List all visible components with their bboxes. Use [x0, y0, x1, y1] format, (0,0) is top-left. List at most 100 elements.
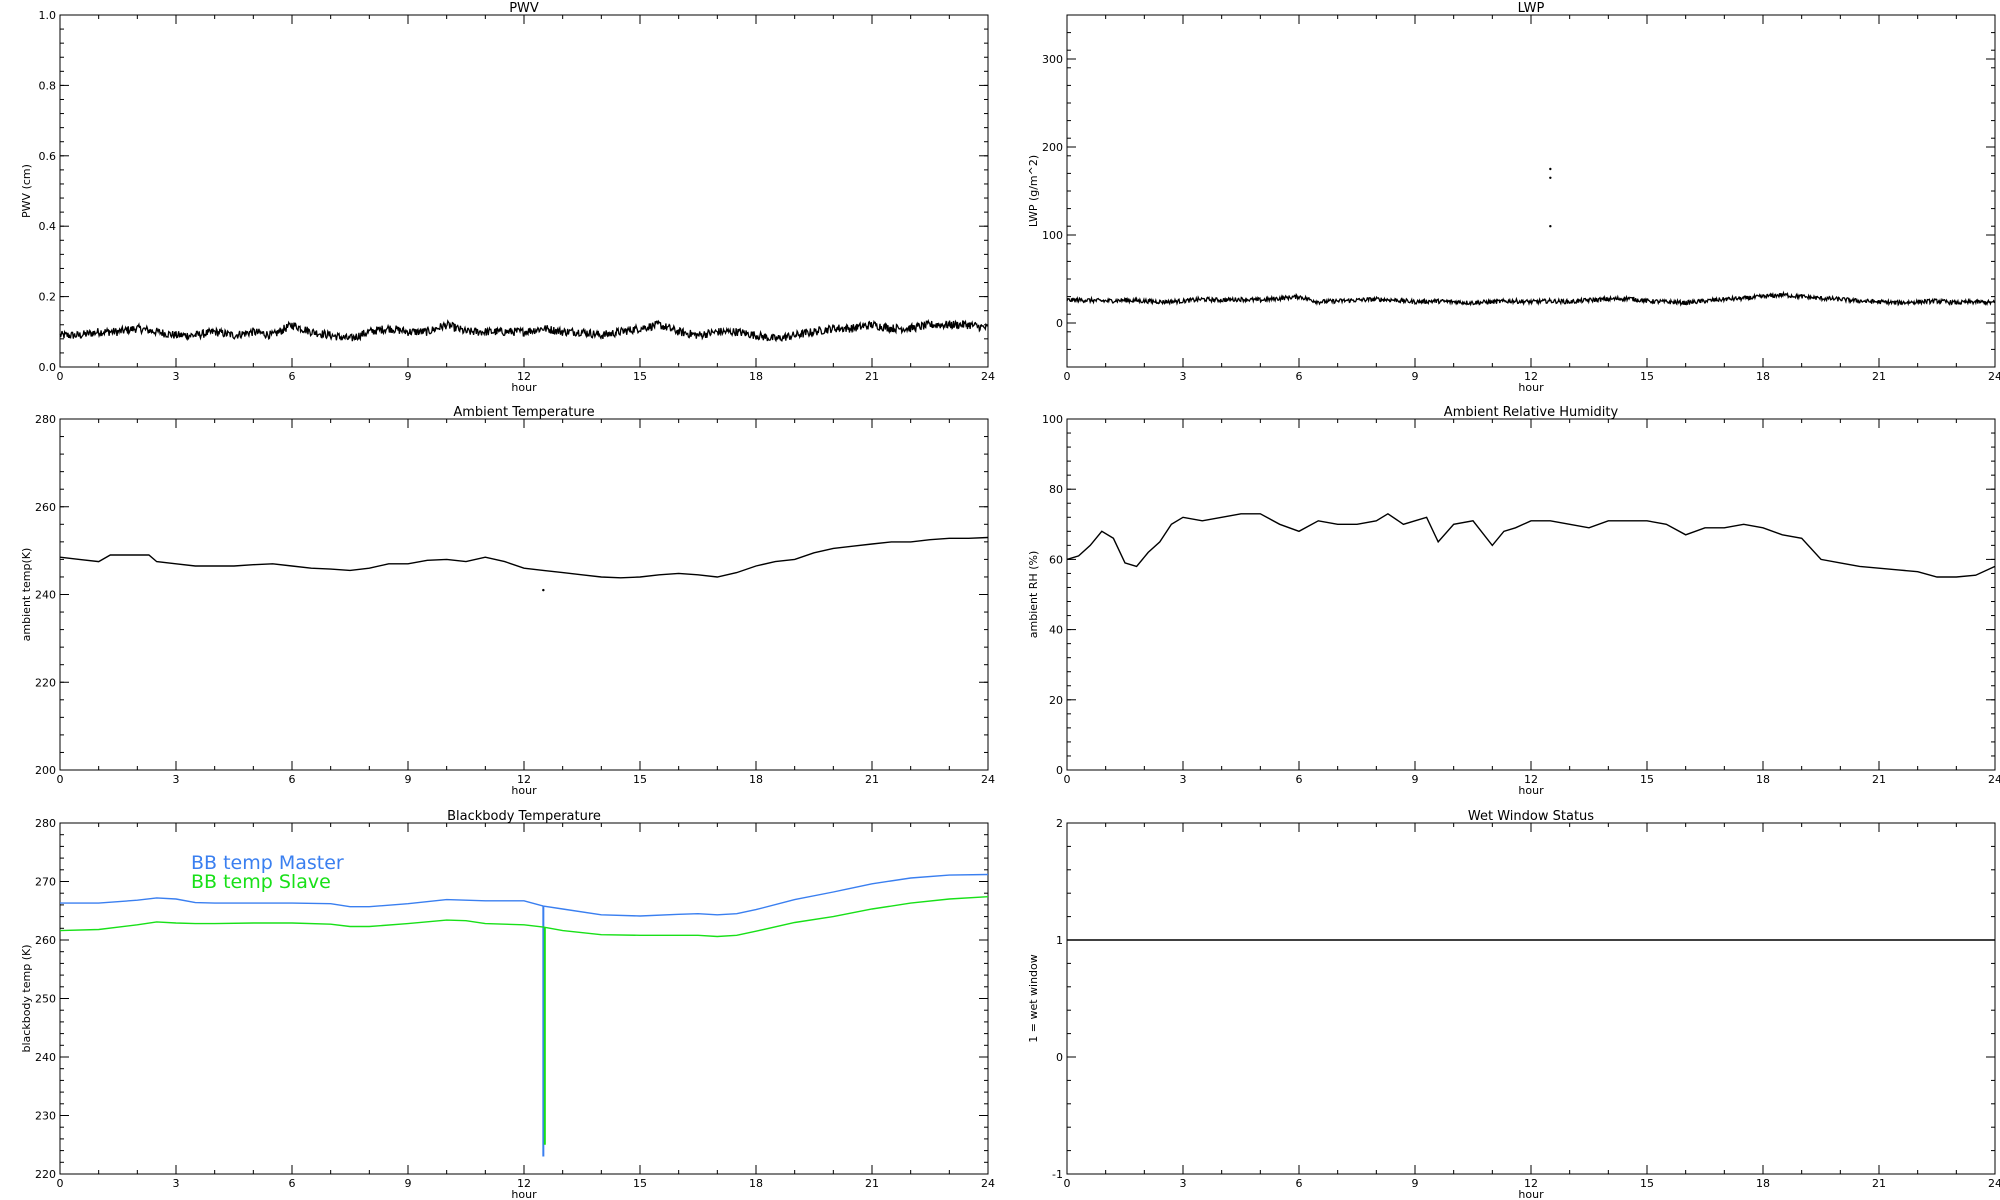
- plot-frame: [59, 418, 989, 771]
- y-tick-label: 260: [35, 934, 56, 947]
- x-axis-label: hour: [1518, 1188, 1544, 1200]
- y-tick-label: 240: [35, 1051, 56, 1064]
- x-tick-label: 6: [289, 773, 296, 786]
- y-tick-label: 2: [1056, 817, 1063, 830]
- x-tick-label: 0: [1064, 370, 1071, 383]
- y-tick-label: 20: [1049, 694, 1063, 707]
- chart-title: Ambient Relative Humidity: [1444, 405, 1619, 420]
- y-tick-label: 0: [1056, 764, 1063, 777]
- x-tick-label: 3: [1180, 1177, 1187, 1190]
- x-tick-label: 3: [173, 1177, 180, 1190]
- series-line: [60, 873, 989, 917]
- x-tick-label: 3: [173, 773, 180, 786]
- y-tick-label: 100: [1042, 229, 1063, 242]
- outlier-point: [1549, 225, 1552, 228]
- y-tick-label: 1: [1056, 934, 1063, 947]
- x-tick-label: 12: [517, 773, 531, 786]
- chart-title: Blackbody Temperature: [447, 809, 601, 824]
- y-tick-label: 280: [35, 817, 56, 830]
- y-tick-label: 1.0: [39, 9, 57, 22]
- x-tick-label: 18: [749, 1177, 763, 1190]
- y-tick-label: 220: [35, 1168, 56, 1181]
- y-tick-label: 0.8: [39, 79, 57, 92]
- x-tick-label: 15: [1640, 773, 1654, 786]
- series-line: [59, 536, 989, 579]
- x-tick-label: 9: [1412, 1177, 1419, 1190]
- y-tick-label: 270: [35, 876, 56, 889]
- outlier-point: [1549, 167, 1552, 171]
- series-line: [59, 896, 989, 938]
- y-tick-label: 300: [1042, 53, 1063, 66]
- x-tick-label: 0: [1064, 1177, 1071, 1190]
- y-axis-label: blackbody temp (K): [20, 945, 33, 1053]
- x-tick-label: 15: [1640, 370, 1654, 383]
- outlier-point: [542, 588, 545, 592]
- chart-title: PWV: [509, 1, 539, 16]
- x-tick-label: 9: [405, 773, 412, 786]
- y-tick-label: 0.2: [39, 291, 57, 304]
- chart-panel-ambient-relative-humidity: Ambient Relative Humidity hour ambient R…: [1027, 405, 2000, 797]
- y-tick-label: 0: [1056, 1051, 1063, 1064]
- x-tick-label: 3: [173, 370, 180, 383]
- x-tick-label: 0: [57, 370, 64, 383]
- x-tick-label: 21: [1872, 773, 1886, 786]
- x-tick-label: 18: [749, 370, 763, 383]
- x-tick-label: 15: [633, 773, 647, 786]
- x-tick-label: 12: [1524, 1177, 1538, 1190]
- y-tick-label: 200: [1042, 141, 1063, 154]
- chart-panel-lwp: LWP hour LWP (g/m^2) 0 3 6 9 12 15 18 21 24 0 100 2…: [1027, 1, 2000, 394]
- x-tick-label: 9: [1412, 370, 1419, 383]
- y-tick-label: 40: [1049, 624, 1063, 637]
- chart-panel-ambient-temperature: Ambient Temperature hour ambient temp(K)…: [20, 405, 995, 797]
- y-tick-label: 230: [35, 1110, 56, 1123]
- x-tick-label: 6: [1296, 370, 1303, 383]
- y-axis-label: 1 = wet window: [1027, 954, 1040, 1043]
- y-tick-label: 0: [1056, 317, 1063, 330]
- plot-frame: [1066, 14, 1996, 368]
- chart-title: Ambient Temperature: [453, 405, 594, 420]
- y-axis-label: LWP (g/m^2): [1027, 155, 1040, 227]
- y-tick-label: 260: [35, 501, 56, 514]
- x-tick-label: 24: [981, 1177, 995, 1190]
- x-tick-label: 24: [1988, 773, 2000, 786]
- x-tick-label: 3: [1180, 370, 1187, 383]
- x-tick-label: 24: [1988, 370, 2000, 383]
- x-axis-label: hour: [1518, 381, 1544, 394]
- plot-frame: [1066, 418, 1996, 771]
- x-axis-label: hour: [511, 784, 537, 797]
- x-tick-label: 24: [981, 370, 995, 383]
- x-tick-label: 9: [1412, 773, 1419, 786]
- y-tick-label: 240: [35, 589, 56, 602]
- chart-title: LWP: [1518, 1, 1545, 16]
- series-line: [1066, 290, 1996, 307]
- x-tick-label: 12: [517, 1177, 531, 1190]
- y-axis-label: PWV (cm): [20, 164, 33, 218]
- x-tick-label: 6: [289, 370, 296, 383]
- x-tick-label: 6: [1296, 773, 1303, 786]
- x-axis-label: hour: [1518, 784, 1544, 797]
- x-tick-label: 18: [1756, 370, 1770, 383]
- chart-panel-pwv: PWV hour PWV (cm) 0 3 6 9 12 15 18 21 24 0.0 0.2 0.…: [20, 1, 995, 394]
- series-line: [1066, 512, 1996, 578]
- x-tick-label: 18: [1756, 1177, 1770, 1190]
- x-tick-label: 18: [749, 773, 763, 786]
- x-tick-label: 9: [405, 1177, 412, 1190]
- x-tick-label: 0: [57, 773, 64, 786]
- y-tick-label: 60: [1049, 553, 1063, 566]
- x-axis-label: hour: [511, 381, 537, 394]
- x-tick-label: 24: [1988, 1177, 2000, 1190]
- y-axis-label: ambient RH (%): [1027, 551, 1040, 639]
- y-tick-label: 0.4: [39, 220, 57, 233]
- x-tick-label: 24: [981, 773, 995, 786]
- y-axis-label: ambient temp(K): [20, 548, 33, 642]
- x-tick-label: 6: [1296, 1177, 1303, 1190]
- x-tick-label: 15: [633, 370, 647, 383]
- x-tick-label: 12: [1524, 773, 1538, 786]
- x-tick-label: 21: [865, 1177, 879, 1190]
- y-tick-label: 280: [35, 413, 56, 426]
- x-tick-label: 15: [633, 1177, 647, 1190]
- x-tick-label: 21: [1872, 370, 1886, 383]
- series-line: [59, 318, 988, 343]
- chart-panel-blackbody-temperature: Blackbody Temperature hour blackbody tem…: [20, 809, 995, 1200]
